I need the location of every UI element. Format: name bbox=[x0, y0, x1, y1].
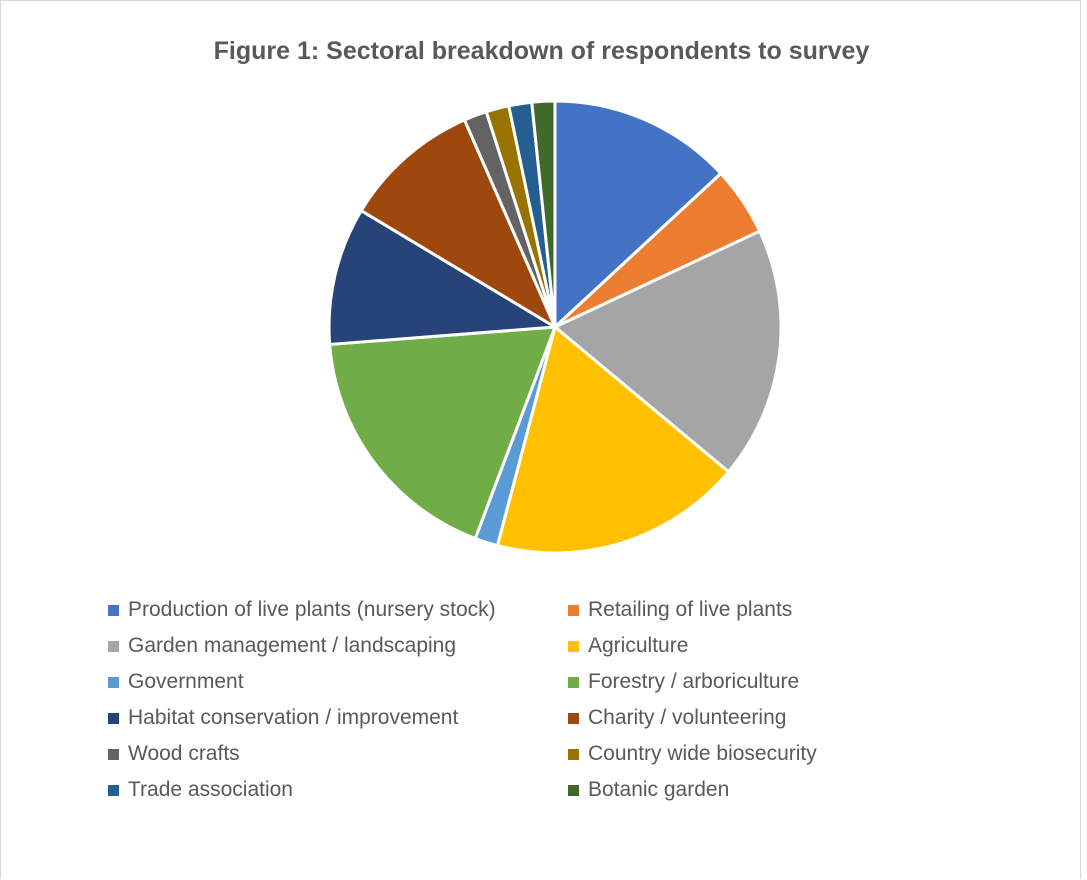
legend-label: Country wide biosecurity bbox=[588, 742, 817, 765]
legend-item-2: Garden management / landscaping bbox=[108, 634, 456, 658]
pie-slice-2 bbox=[552, 229, 783, 474]
legend-item-11: Botanic garden bbox=[568, 778, 729, 802]
legend-item-9: Country wide biosecurity bbox=[568, 742, 817, 766]
legend-label: Forestry / arboriculture bbox=[588, 670, 800, 693]
legend-item-5: Forestry / arboriculture bbox=[568, 670, 799, 694]
legend-swatch bbox=[108, 604, 119, 616]
legend-item-10: Trade association bbox=[108, 778, 293, 802]
legend-label: Garden management / landscaping bbox=[128, 634, 457, 657]
legend-swatch bbox=[108, 640, 119, 652]
pie-slice-5 bbox=[328, 325, 558, 541]
legend-label: Habitat conservation / improvement bbox=[128, 706, 459, 729]
legend-swatch bbox=[568, 676, 579, 688]
legend-item-6: Habitat conservation / improvement bbox=[108, 706, 458, 730]
legend-item-0: Production of live plants (nursery stock… bbox=[108, 598, 496, 622]
legend-label: Retailing of live plants bbox=[588, 598, 793, 621]
chart-title: Figure 1: Sectoral breakdown of responde… bbox=[213, 37, 870, 65]
pie-slice-6 bbox=[327, 208, 560, 347]
pie-slice-3 bbox=[495, 324, 731, 555]
legend-swatch bbox=[568, 604, 579, 616]
legend-label: Trade association bbox=[128, 778, 293, 801]
legend-label: Production of live plants (nursery stock… bbox=[128, 598, 496, 621]
legend-label: Charity / volunteering bbox=[588, 706, 787, 729]
legend-label: Botanic garden bbox=[588, 778, 730, 801]
legend-swatch bbox=[108, 748, 119, 760]
legend-swatch bbox=[108, 676, 119, 688]
legend-swatch bbox=[568, 784, 579, 796]
legend-label: Agriculture bbox=[588, 634, 689, 657]
legend-swatch bbox=[108, 784, 119, 796]
legend-item-4: Government bbox=[108, 670, 244, 694]
legend-item-8: Wood crafts bbox=[108, 742, 240, 766]
pie-slice-7 bbox=[359, 117, 559, 331]
legend-item-7: Charity / volunteering bbox=[568, 706, 786, 730]
legend-item-3: Agriculture bbox=[568, 634, 688, 658]
legend-item-1: Retailing of live plants bbox=[568, 598, 792, 622]
legend-swatch bbox=[108, 712, 119, 724]
legend-swatch bbox=[568, 640, 579, 652]
pie-slice-0 bbox=[553, 99, 723, 331]
legend-label: Wood crafts bbox=[128, 742, 240, 765]
legend-swatch bbox=[568, 712, 579, 724]
legend-swatch bbox=[568, 748, 579, 760]
pie-slice-11 bbox=[530, 99, 557, 328]
legend-label: Government bbox=[128, 670, 244, 693]
